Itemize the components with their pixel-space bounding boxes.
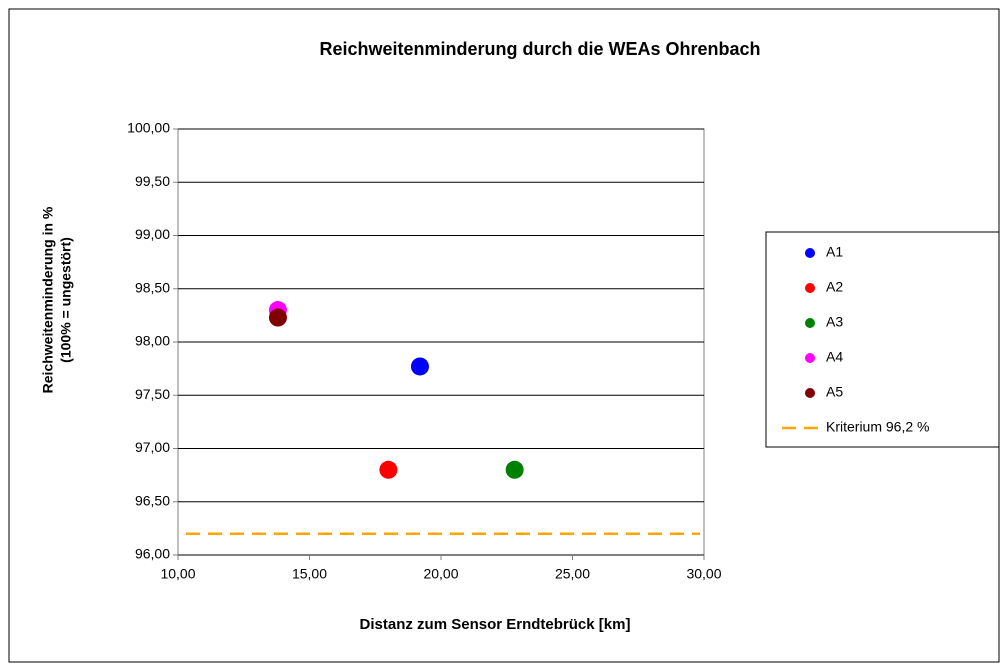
y-tick-label: 96,50	[135, 492, 170, 508]
point	[505, 460, 524, 479]
y-tick-label: 98,50	[135, 279, 170, 295]
y-tick-label: 96,00	[135, 546, 170, 562]
legend-label: A3	[826, 314, 843, 330]
x-tick-label: 25,00	[555, 566, 590, 582]
point	[379, 460, 398, 479]
x-tick-label: 20,00	[423, 566, 458, 582]
y-tick-label: 97,50	[135, 386, 170, 402]
legend-marker	[805, 388, 815, 398]
y-axis-label: (100% = ungestört)	[58, 237, 74, 363]
x-axis-label: Distanz zum Sensor Erndtebrück [km]	[360, 616, 631, 633]
legend-label: A4	[826, 349, 843, 365]
legend-marker	[805, 248, 815, 258]
y-tick-label: 100,00	[127, 120, 170, 136]
x-tick-label: 15,00	[292, 566, 327, 582]
y-tick-label: 97,00	[135, 439, 170, 455]
chart-title: Reichweitenminderung durch die WEAs Ohre…	[319, 39, 760, 59]
y-tick-label: 98,00	[135, 333, 170, 349]
y-axis-label: Reichweitenminderung in %	[40, 206, 56, 393]
x-tick-label: 30,00	[686, 566, 721, 582]
point	[410, 357, 429, 376]
y-tick-label: 99,00	[135, 226, 170, 242]
y-tick-label: 99,50	[135, 173, 170, 189]
point	[268, 308, 287, 327]
legend-label: Kriterium 96,2 %	[826, 419, 929, 435]
legend-label: A1	[826, 244, 843, 260]
legend-label: A5	[826, 384, 843, 400]
legend-marker	[805, 318, 815, 328]
x-tick-label: 10,00	[160, 566, 195, 582]
legend-marker	[805, 283, 815, 293]
legend-box	[765, 231, 1000, 448]
legend-label: A2	[826, 279, 843, 295]
legend-marker	[805, 353, 815, 363]
